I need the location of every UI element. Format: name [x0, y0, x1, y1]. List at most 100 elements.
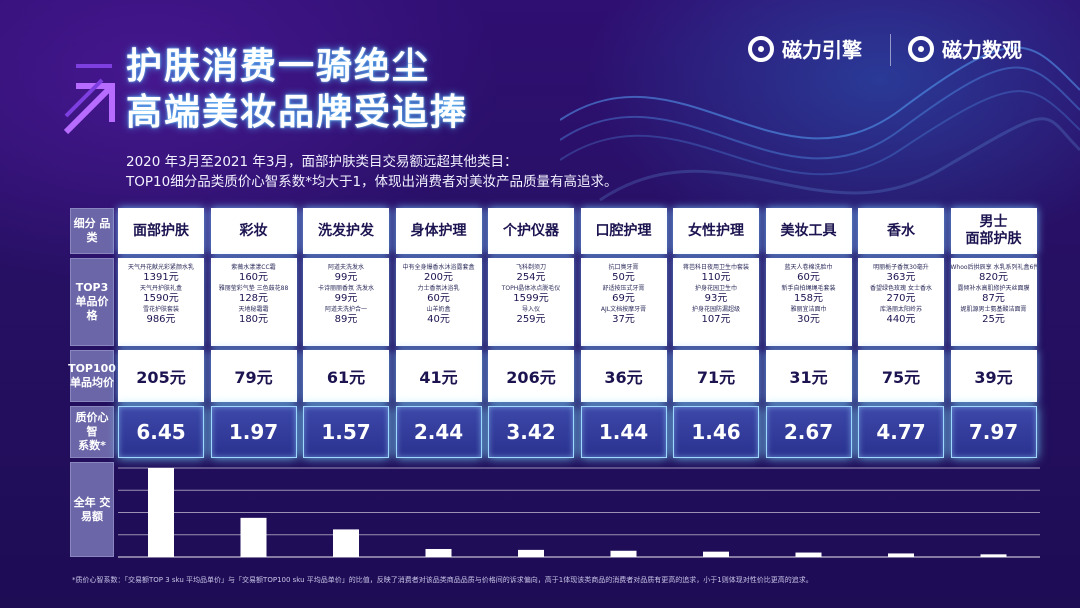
top3-cell: 蓝天人卷棉洗脸巾 60元 新手自拍绳绳毛套装 158元 雅丽宜洁面巾 30元	[765, 258, 852, 346]
quality-index-cell: 4.77	[858, 406, 944, 458]
arrow-logo-icon	[63, 64, 115, 135]
top3-product-name: Whoo后拱辰享 水乳系列礼盒6件套	[950, 264, 1037, 271]
decorative-wave	[560, 46, 1080, 202]
category-cell: 个护仪器	[488, 208, 574, 254]
category-cell: 身体护理	[395, 208, 482, 254]
brand-a-name: 磁力引擎	[782, 38, 862, 62]
top3-product-price: 93元	[704, 293, 728, 304]
top3-product-price: 89元	[334, 314, 358, 325]
top3-product-price: 270元	[886, 293, 916, 304]
top3-product-price: 99元	[334, 272, 358, 283]
top3-product-name: 阿道夫洗护合一	[324, 306, 367, 313]
category-cell: 香水	[858, 208, 944, 254]
page-title: 护肤消费一骑绝尘 高端美妆品牌受追捧	[126, 44, 468, 136]
quality-index-cell: 3.42	[488, 406, 574, 458]
top3-product-name: 力士香氛沐浴乳	[417, 285, 460, 292]
top3-product-price: 1599元	[513, 293, 549, 304]
top3-product-name: 护身花园卫生巾	[694, 285, 737, 292]
subtitle: 2020 年3月至2021 年3月，面部护肤类目交易额远超其他类目： TOP10…	[126, 152, 1026, 192]
top3-product-price: 259元	[516, 314, 546, 325]
top100-avg-cell: 36元	[580, 350, 667, 402]
top100-avg-cell: 71元	[673, 350, 759, 402]
top3-product-price: 363元	[886, 272, 916, 283]
top3-product-price: 440元	[886, 314, 916, 325]
top3-product-name: 库洛丽太阳岭苏	[879, 306, 922, 313]
row-label-category: 细分 品类	[70, 208, 114, 254]
top3-product-name: 山羊奶盒	[426, 306, 451, 313]
top3-product-name: AJL文档按摩牙膏	[600, 306, 647, 313]
top3-product-name: 妮肌源男士氨基酸洁面膏	[960, 306, 1027, 313]
top3-product-price: 60元	[797, 272, 820, 283]
title-line-1: 护肤消费一骑绝尘	[126, 46, 431, 87]
category-cell: 口腔护理	[580, 208, 667, 254]
top3-product-name: 卡诗丽丽香氛 洗发水	[318, 285, 374, 292]
top3-product-name: 中有全身爆香水沐浴露套盒	[402, 264, 475, 271]
category-cell: 女性护理	[673, 208, 759, 254]
top3-cell: 阿道夫洗发水 99元 卡诗丽丽香氛 洗发水 99元 阿道夫洗护合一 89元	[303, 258, 389, 346]
quality-index-cell: 1.97	[210, 406, 297, 458]
top3-product-name: 飞科剃须刀	[515, 264, 546, 271]
magnet-data-icon	[908, 35, 934, 62]
top3-product-price: 50元	[612, 272, 635, 283]
top3-product-price: 25元	[982, 314, 1005, 325]
top100-avg-cell: 41元	[395, 350, 482, 402]
top3-product-name: 抗口臭牙膏	[608, 264, 639, 271]
top3-product-price: 87元	[982, 293, 1005, 304]
top3-product-price: 158元	[793, 293, 824, 304]
top3-product-price: 60元	[427, 293, 450, 304]
top100-avg-cell: 206元	[488, 350, 574, 402]
top3-cell: 中有全身爆香水沐浴露套盒 200元力士香氛沐浴乳 60元山羊奶盒 40元	[395, 258, 482, 346]
row-label-top3: TOP3 单品价格	[70, 258, 114, 346]
top3-product-name: 天气丹花献光彩紧颜水乳	[127, 264, 194, 271]
top3-product-price: 40元	[427, 314, 450, 325]
quality-index-cell: 2.67	[765, 406, 852, 458]
top3-product-name: TOPH晶体冰点脱毛仪	[501, 285, 561, 292]
top3-cell: 明丽栀子香氛30毫升 363元 香望绿色玫瑰 女士香水 270元 库洛丽太阳岭苏 440元	[858, 258, 944, 346]
top3-cell: 抗口臭牙膏 50元 舒适按压式牙膏 69元 AJL文档按摩牙膏 37元	[580, 258, 667, 346]
top3-product-price: 200元	[423, 272, 454, 283]
footnote: *质价心智系数：「交易额TOP 3 sku 平均品单价」与「交易额TOP100 …	[72, 576, 813, 584]
top3-product-price: 128元	[238, 293, 269, 304]
title-line-2: 高端美妆品牌受追捧	[126, 92, 469, 133]
top3-product-price: 820元	[978, 272, 1009, 283]
quality-index-cell: 1.46	[673, 406, 759, 458]
top3-product-name: 新手自拍绳绳毛套装	[781, 285, 836, 292]
top3-product-name: 雅丽莹彩气垫 三色鼓花88	[218, 285, 289, 292]
quality-index-cell: 1.57	[303, 406, 389, 458]
top3-product-price: 254元	[516, 272, 546, 283]
category-cell: 彩妆	[210, 208, 297, 254]
subtitle-line-2: TOP10细分品类质价心智系数*均大于1，体现出消费者对美妆产品质量有高追求。	[126, 174, 618, 190]
quality-index-cell: 2.44	[395, 406, 482, 458]
top3-product-name: 紫薇水漾漾CC霜	[231, 264, 276, 271]
category-cell: 面部护肤	[118, 208, 204, 254]
top3-product-name: 香望绿色玫瑰 女士香水	[870, 285, 932, 292]
top3-product-price: 107元	[701, 314, 731, 325]
brand-b-name: 磁力数观	[942, 38, 1022, 62]
top3-product-name: 雅丽宜洁面巾	[790, 306, 827, 313]
top100-avg-cell: 31元	[765, 350, 852, 402]
top3-product-name: 导入仪	[521, 306, 540, 313]
top3-cell: 蒋芭科日夜用卫生巾套装 110元护身花园卫生巾 93元护身花园防漏超级 107元	[673, 258, 759, 346]
row-label-trade: 全年 交 易额	[70, 462, 114, 557]
top3-product-price: 1391元	[143, 272, 179, 283]
magnet-engine-icon	[748, 35, 774, 62]
top3-product-price: 110元	[701, 272, 731, 283]
quality-index-cell: 1.44	[580, 406, 667, 458]
top3-product-name: 蒋芭科日夜用卫生巾套装	[682, 264, 749, 271]
top100-avg-cell: 205元	[118, 350, 204, 402]
top3-product-price: 986元	[146, 314, 176, 325]
brand-divider	[890, 34, 891, 66]
top3-product-name: 护身花园防漏超级	[691, 306, 740, 313]
top3-product-price: 69元	[612, 293, 635, 304]
top3-product-price: 37元	[612, 314, 635, 325]
top3-product-name: 天地秘霜霜	[238, 306, 269, 313]
top3-product-price: 1590元	[143, 293, 179, 304]
category-cell: 洗发护发	[303, 208, 389, 254]
top3-product-price: 160元	[238, 272, 269, 283]
top3-cell: Whoo后拱辰享 水乳系列礼盒6件套 820元露倾补水高肌修护天丝面膜 87元妮肌源…	[950, 258, 1037, 346]
row-label-top100: TOP100 单品均价	[68, 350, 116, 402]
top3-cell: 飞科剃须刀 254元 TOPH晶体冰点脱毛仪 1599元导入仪 259元	[488, 258, 574, 346]
top3-product-name: 露倾补水高肌修护天丝面膜	[957, 285, 1030, 292]
top3-product-name: 雪花护肤套装	[142, 306, 179, 313]
top3-product-price: 99元	[334, 293, 358, 304]
